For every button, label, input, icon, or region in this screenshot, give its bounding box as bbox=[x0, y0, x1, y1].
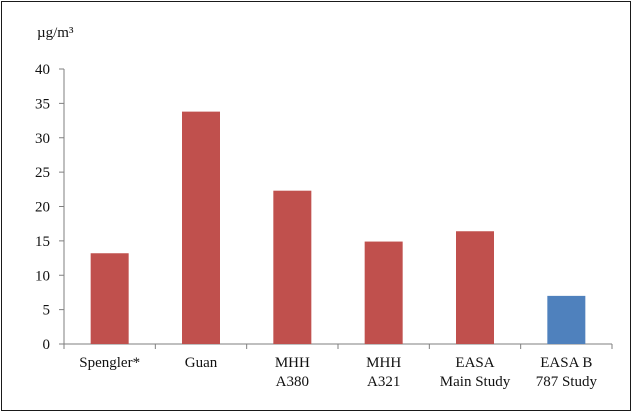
bar bbox=[364, 241, 403, 344]
y-tick-label: 20 bbox=[35, 200, 50, 216]
x-tick-label: EASA B bbox=[540, 355, 592, 371]
x-tick-label: A321 bbox=[367, 374, 400, 390]
bar bbox=[273, 190, 312, 344]
unit-label: µg/m³ bbox=[37, 25, 74, 41]
x-tick-label: Spengler* bbox=[79, 355, 140, 371]
y-tick-label: 35 bbox=[35, 96, 50, 112]
y-tick-label: 40 bbox=[35, 62, 50, 78]
x-tick-label: A380 bbox=[276, 374, 309, 390]
axes: 0 5 10 15 20 25 30 35 40 bbox=[35, 62, 613, 353]
x-tick-label: MHH bbox=[366, 355, 401, 371]
x-tick-label: 787 Study bbox=[536, 374, 598, 390]
bar bbox=[90, 253, 129, 344]
bars bbox=[90, 111, 586, 344]
y-tick-label: 30 bbox=[35, 131, 50, 147]
x-tick-label: Guan bbox=[185, 355, 218, 371]
x-tick-label: MHH bbox=[275, 355, 310, 371]
y-tick-label: 25 bbox=[35, 165, 50, 181]
bar bbox=[456, 231, 494, 344]
x-tick-label: Main Study bbox=[440, 374, 511, 390]
x-axis-labels: Spengler* Guan MHH A380 MHH A321 EASA Main Stud… bbox=[79, 355, 597, 390]
y-tick-label: 5 bbox=[43, 303, 51, 319]
y-tick-label: 0 bbox=[43, 337, 51, 353]
x-tick-label: EASA bbox=[455, 355, 494, 371]
y-tick-label: 10 bbox=[35, 268, 50, 284]
bar bbox=[547, 295, 586, 344]
bar bbox=[182, 111, 220, 344]
y-tick-label: 15 bbox=[35, 234, 50, 250]
